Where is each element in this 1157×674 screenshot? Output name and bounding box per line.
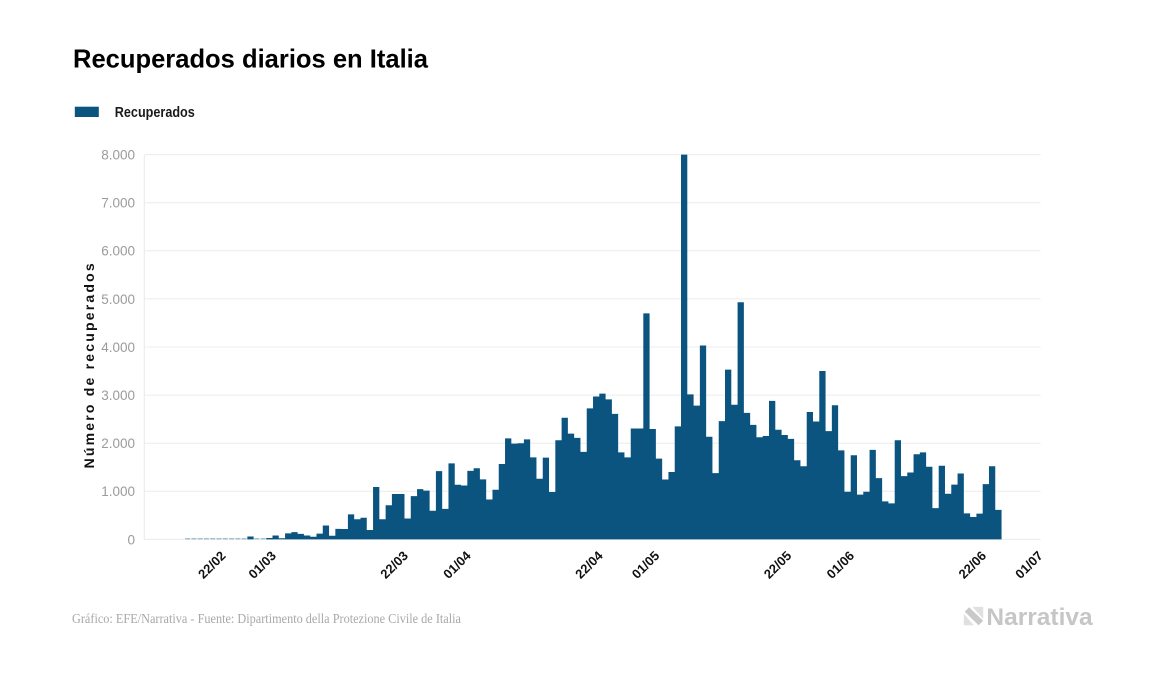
- svg-text:8.000: 8.000: [101, 148, 135, 163]
- svg-text:6.000: 6.000: [101, 244, 135, 259]
- svg-text:Gráfico: EFE/Narrativa - Fuent: Gráfico: EFE/Narrativa - Fuente: Diparti…: [72, 612, 462, 627]
- svg-text:7.000: 7.000: [101, 196, 135, 211]
- svg-text:Narrativa: Narrativa: [986, 604, 1093, 631]
- svg-text:1.000: 1.000: [101, 484, 135, 499]
- svg-text:3.000: 3.000: [101, 388, 135, 403]
- svg-text:5.000: 5.000: [101, 292, 135, 307]
- svg-text:Recuperados diarios en Italia: Recuperados diarios en Italia: [73, 46, 429, 74]
- svg-text:Número de recuperados: Número de recuperados: [81, 261, 97, 468]
- svg-text:Recuperados: Recuperados: [115, 104, 195, 121]
- svg-text:0: 0: [127, 532, 135, 547]
- svg-text:4.000: 4.000: [101, 340, 135, 355]
- svg-text:2.000: 2.000: [101, 436, 135, 451]
